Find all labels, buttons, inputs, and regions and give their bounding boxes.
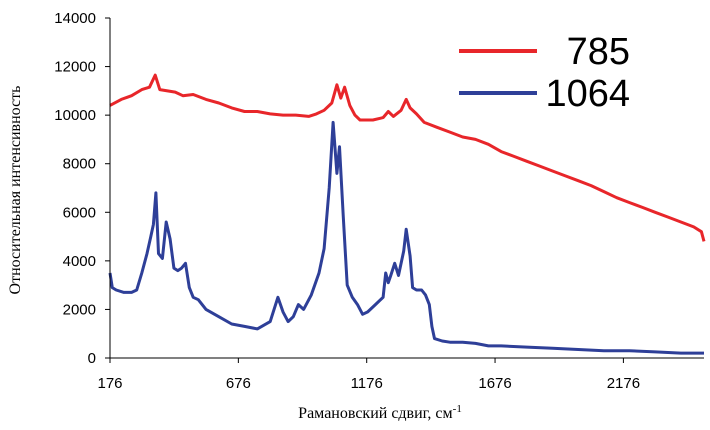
x-tick-label: 1176 — [351, 375, 383, 392]
x-tick-label: 2176 — [607, 375, 640, 392]
y-tick-label: 4000 — [63, 253, 96, 270]
x-axis-title-text: Рамановский сдвиг, см — [298, 405, 452, 422]
legend-label-785: 785 — [567, 31, 630, 73]
y-tick-label: 0 — [88, 350, 96, 367]
y-tick-label: 6000 — [63, 204, 96, 221]
x-tick-label: 176 — [97, 375, 122, 392]
legend-label-1064: 1064 — [545, 73, 630, 115]
series-line-1064 — [108, 120, 704, 355]
series-line-785 — [109, 73, 706, 242]
y-axis-title: Относительная интенсивность — [7, 86, 24, 295]
y-tick-label: 2000 — [63, 301, 96, 318]
y-tick-label: 12000 — [54, 59, 96, 76]
y-tick-label: 8000 — [63, 156, 96, 173]
x-tick-label: 1676 — [478, 375, 511, 392]
x-axis-title-superscript: -1 — [453, 403, 462, 415]
y-tick-label: 10000 — [54, 107, 96, 124]
x-tick-label: 676 — [226, 375, 251, 392]
x-axis-title: Рамановский сдвиг, см-1 — [298, 403, 462, 422]
y-tick-label: 14000 — [54, 10, 96, 27]
